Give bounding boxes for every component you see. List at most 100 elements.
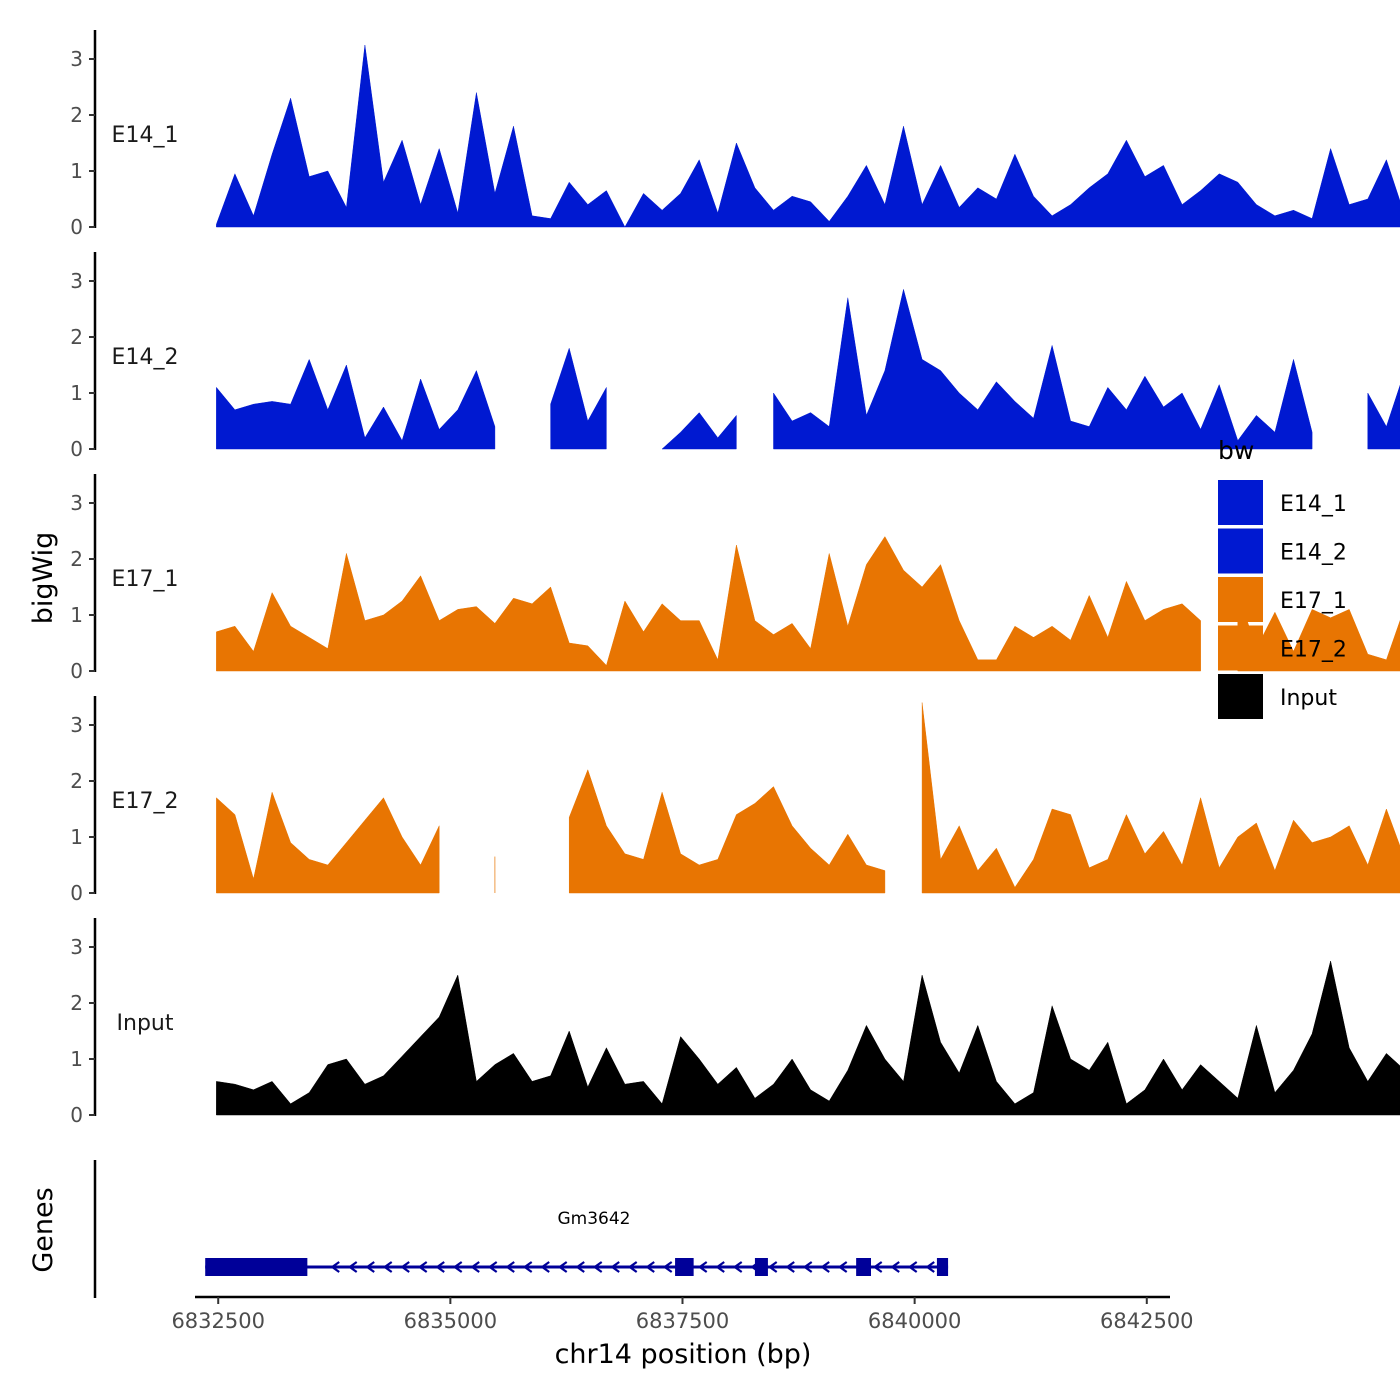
y-tick-label: 3 bbox=[70, 713, 83, 737]
strand-arrow bbox=[435, 1261, 445, 1273]
strand-arrow bbox=[785, 1261, 795, 1273]
strand-arrow bbox=[365, 1261, 375, 1273]
strand-arrow bbox=[417, 1261, 428, 1273]
y-tick-label: 0 bbox=[70, 437, 83, 461]
strand-arrow bbox=[592, 1261, 603, 1273]
legend-label: E17_2 bbox=[1280, 638, 1347, 663]
area-E14_2 bbox=[661, 412, 737, 450]
y-tick-label: 2 bbox=[70, 103, 83, 127]
track-label: E17_1 bbox=[112, 567, 179, 592]
exon bbox=[205, 1258, 308, 1276]
x-tick-label: 6837500 bbox=[636, 1309, 730, 1333]
track-label: E17_2 bbox=[112, 789, 179, 814]
strand-arrow bbox=[505, 1261, 515, 1273]
track-label: E14_2 bbox=[112, 345, 179, 370]
strand-arrow bbox=[540, 1261, 550, 1273]
area-E17_1 bbox=[216, 536, 1201, 672]
area-Input bbox=[216, 960, 1400, 1116]
y-tick-label: 2 bbox=[70, 325, 83, 349]
area-E14_2 bbox=[550, 347, 607, 450]
strand-arrow bbox=[575, 1261, 585, 1273]
y-tick-label: 1 bbox=[70, 603, 83, 627]
track-E17_1: 0 1 2 3 E17_1 bbox=[70, 474, 1400, 683]
x-tick-label: 6835000 bbox=[404, 1309, 498, 1333]
legend-label: E14_1 bbox=[1280, 492, 1347, 517]
track-E14_2: 0 1 2 3 E14_2 bbox=[70, 252, 1400, 461]
strand-arrow bbox=[662, 1261, 673, 1273]
y-tick-label: 0 bbox=[70, 881, 83, 905]
y-tick-label: 2 bbox=[70, 991, 83, 1015]
exon bbox=[754, 1258, 768, 1276]
area-E14_2 bbox=[216, 358, 496, 450]
gene-track: Gm3642 bbox=[93, 1160, 949, 1298]
x-tick-label: 6842500 bbox=[1100, 1309, 1194, 1333]
legend-swatch-E14_1 bbox=[1218, 480, 1263, 525]
genes-axis-title: Genes bbox=[28, 1187, 59, 1272]
exon bbox=[936, 1258, 949, 1276]
legend-swatch-Input bbox=[1218, 674, 1263, 719]
legend-label: E14_2 bbox=[1280, 541, 1347, 566]
legend-title: bw bbox=[1218, 436, 1254, 465]
track-label: E14_1 bbox=[112, 123, 179, 148]
legend-label: E17_1 bbox=[1280, 589, 1347, 614]
y-tick-label: 3 bbox=[70, 935, 83, 959]
strand-arrow bbox=[645, 1261, 655, 1273]
exon bbox=[856, 1258, 871, 1276]
area-E14_1 bbox=[216, 44, 1400, 228]
gene-name-label: Gm3642 bbox=[558, 1209, 631, 1229]
x-tick-label: 6832500 bbox=[171, 1309, 265, 1333]
strand-arrow bbox=[347, 1261, 358, 1273]
y-tick-label: 3 bbox=[70, 47, 83, 71]
x-axis: 6832500 6835000 6837500 6840000 6842500 bbox=[171, 1295, 1194, 1333]
track-Input: 0 1 2 3 Input bbox=[70, 918, 1400, 1127]
strand-arrow bbox=[470, 1261, 480, 1273]
strand-arrow bbox=[697, 1261, 708, 1273]
strand-arrow bbox=[837, 1261, 848, 1273]
legend: bw E14_1 E14_2 E17_1 E17_2 Input bbox=[1218, 436, 1347, 719]
strand-arrow bbox=[522, 1261, 533, 1273]
strand-arrow bbox=[610, 1261, 620, 1273]
y-tick-label: 3 bbox=[70, 269, 83, 293]
y-tick-label: 1 bbox=[70, 1047, 83, 1071]
legend-swatch-E17_2 bbox=[1218, 625, 1263, 671]
track-label: Input bbox=[117, 1011, 174, 1036]
y-tick-label: 0 bbox=[70, 215, 83, 239]
strand-arrow bbox=[907, 1261, 918, 1273]
x-axis-title: chr14 position (bp) bbox=[555, 1339, 812, 1370]
y-tick-label: 2 bbox=[70, 547, 83, 571]
y-tick-label: 0 bbox=[70, 659, 83, 683]
strand-arrow bbox=[872, 1261, 883, 1273]
exon bbox=[675, 1258, 694, 1276]
area-E17_1 bbox=[1237, 592, 1400, 672]
y-tick-label: 1 bbox=[70, 381, 83, 405]
area-E17_2 bbox=[216, 791, 440, 894]
legend-swatch-E17_1 bbox=[1218, 577, 1263, 622]
strand-arrow bbox=[557, 1261, 568, 1273]
legend-swatch-E14_2 bbox=[1218, 528, 1263, 574]
y-axis-title: bigWig bbox=[28, 532, 59, 625]
legend-label: Input bbox=[1280, 686, 1337, 711]
strand-arrow bbox=[732, 1261, 743, 1273]
strand-arrow bbox=[925, 1261, 935, 1273]
area-E17_2 bbox=[921, 702, 1400, 894]
y-tick-label: 1 bbox=[70, 825, 83, 849]
area-E14_2 bbox=[773, 289, 1313, 450]
strand-arrow bbox=[890, 1261, 900, 1273]
x-tick-label: 6840000 bbox=[868, 1309, 962, 1333]
strand-arrow bbox=[820, 1261, 830, 1273]
strand-arrow bbox=[715, 1261, 725, 1273]
strand-arrow bbox=[400, 1261, 410, 1273]
track-E14_1: 0 1 2 3 E14_1 bbox=[70, 30, 1400, 239]
y-tick-label: 1 bbox=[70, 159, 83, 183]
strand-arrow bbox=[330, 1261, 340, 1273]
strand-arrow bbox=[767, 1261, 778, 1273]
area-E17_2 bbox=[568, 769, 886, 894]
strand-arrow bbox=[627, 1261, 638, 1273]
strand-arrow bbox=[382, 1261, 393, 1273]
strand-arrow bbox=[487, 1261, 498, 1273]
track-E17_2: 0 1 2 3 E17_2 bbox=[70, 696, 1400, 905]
strand-arrow bbox=[452, 1261, 463, 1273]
area-E14_2 bbox=[1367, 384, 1400, 450]
coverage-tracks: 0 1 2 3 E14_1 0 1 2 3 E14_2 0 1 2 3 E17_1 0 1 2 3 E17_2 0 1 2 3… bbox=[70, 30, 1400, 1127]
